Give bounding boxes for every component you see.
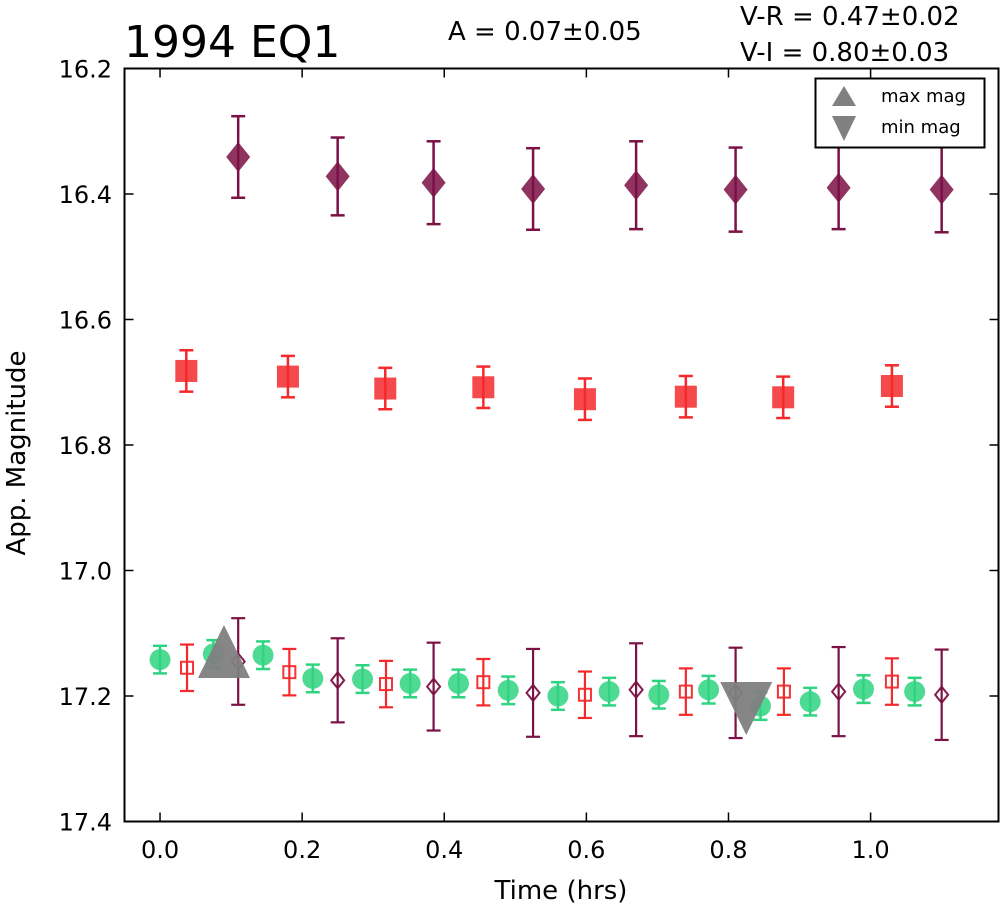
data-point-square: [772, 386, 795, 409]
data-point-open-diamond: [830, 682, 847, 702]
data-point-circle: [648, 684, 670, 706]
data-point-open-square: [180, 660, 195, 675]
amplitude-annotation: A = 0.07±0.05: [448, 17, 642, 47]
x-tick-label: 1.0: [852, 836, 890, 864]
y-tick-label: 17.4: [59, 809, 112, 837]
x-tick-label: 0.6: [567, 836, 605, 864]
data-point-square: [374, 377, 397, 400]
x-tick-label: 0.8: [709, 836, 747, 864]
data-point-circle: [852, 678, 874, 700]
data-point-diamond: [421, 167, 446, 198]
y-tick-label: 17.2: [59, 683, 112, 711]
data-point-diamond: [521, 173, 546, 204]
data-point-circle: [447, 672, 469, 694]
legend: max mag min mag: [814, 77, 986, 149]
chart-title: 1994 EQ1: [124, 17, 340, 68]
data-point-diamond: [226, 141, 251, 172]
max-mag-marker: [197, 624, 250, 678]
data-point-circle: [799, 691, 821, 713]
data-point-circle: [598, 681, 620, 703]
data-point-square: [175, 359, 198, 382]
data-point-square: [276, 365, 299, 388]
x-axis-label: Time (hrs): [494, 876, 628, 904]
data-point-open-diamond: [628, 680, 644, 700]
data-point-diamond: [723, 174, 748, 205]
y-axis-label: App. Magnitude: [2, 350, 32, 555]
data-point-square: [573, 388, 596, 411]
data-point-circle: [904, 681, 926, 703]
data-point-open-diamond: [933, 685, 950, 705]
y-tick-label: 16.2: [59, 56, 112, 84]
legend-label-min-mag: min mag: [881, 117, 961, 138]
x-tick-label: 0.0: [141, 836, 179, 864]
data-point-circle: [149, 649, 171, 671]
legend-max-mag-icon: [832, 86, 856, 106]
data-point-diamond: [624, 170, 649, 201]
y-tick-label: 16.6: [59, 307, 112, 335]
data-point-open-diamond: [525, 683, 541, 703]
data-point-open-square: [884, 674, 899, 689]
data-point-diamond: [325, 161, 350, 192]
data-point-circle: [547, 685, 569, 707]
data-point-open-square: [282, 665, 297, 680]
data-point-diamond: [929, 174, 954, 205]
y-tick-label: 17.0: [59, 558, 112, 586]
data-point-open-square: [476, 675, 491, 690]
x-tick-label: 0.2: [283, 836, 321, 864]
data-point-open-diamond: [425, 677, 442, 697]
v-i-annotation: V-I = 0.80±0.03: [740, 38, 949, 68]
data-point-open-square: [577, 687, 592, 702]
y-tick-label: 16.8: [59, 432, 112, 460]
v-r-annotation: V-R = 0.47±0.02: [740, 2, 960, 32]
legend-min-mag-icon: [832, 116, 856, 141]
min-mag-marker: [720, 682, 773, 736]
data-point-circle: [352, 668, 374, 690]
data-point-square: [674, 385, 697, 408]
data-point-circle: [252, 644, 274, 666]
data-point-square: [880, 375, 903, 398]
data-point-circle: [302, 667, 324, 689]
data-point-open-square: [378, 677, 393, 692]
data-point-circle: [698, 679, 720, 701]
plot-frame: [123, 67, 1000, 823]
x-tick-label: 0.4: [425, 836, 463, 864]
y-tick-label: 16.4: [59, 181, 112, 209]
data-point-diamond: [826, 172, 851, 203]
legend-label-max-mag: max mag: [881, 86, 966, 107]
data-point-circle: [497, 679, 519, 701]
data-point-open-diamond: [329, 670, 346, 690]
data-point-circle: [399, 672, 421, 694]
data-point-open-square: [678, 684, 693, 699]
data-point-square: [472, 376, 495, 399]
data-point-open-square: [776, 684, 791, 699]
